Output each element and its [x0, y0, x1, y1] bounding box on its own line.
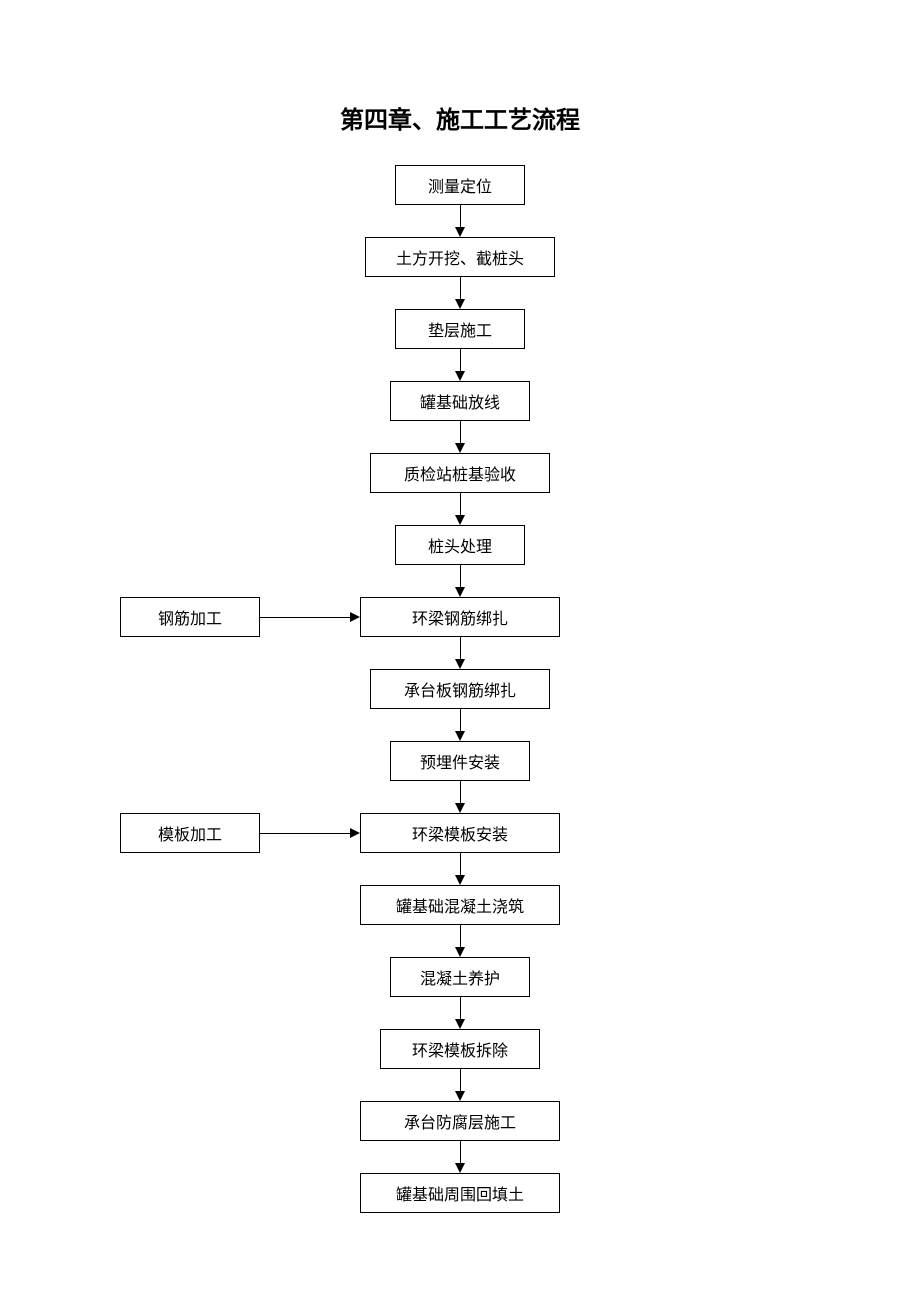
- flow-node-n5: 质检站桩基验收: [370, 453, 550, 493]
- title-text: 第四章、施工工艺流程: [340, 108, 580, 134]
- node-label: 承台板钢筋绑扎: [404, 677, 516, 701]
- arrow-line: [460, 565, 461, 587]
- flow-node-n10: 环梁模板安装: [360, 813, 560, 853]
- flow-node-n8: 承台板钢筋绑扎: [370, 669, 550, 709]
- flow-node-n7: 环梁钢筋绑扎: [360, 597, 560, 637]
- node-label: 罐基础混凝土浇筑: [396, 893, 524, 917]
- arrow-head-icon: [455, 1019, 465, 1029]
- node-label: 垫层施工: [428, 317, 492, 341]
- flow-node-n15: 罐基础周围回填土: [360, 1173, 560, 1213]
- side-node-s1: 钢筋加工: [120, 597, 260, 637]
- flow-node-n4: 罐基础放线: [390, 381, 530, 421]
- node-label: 承台防腐层施工: [404, 1109, 516, 1133]
- node-label: 环梁钢筋绑扎: [412, 605, 508, 629]
- arrow-line: [460, 493, 461, 515]
- node-label: 环梁模板安装: [412, 821, 508, 845]
- page-title: 第四章、施工工艺流程: [0, 100, 920, 135]
- arrow-head-icon: [455, 1091, 465, 1101]
- arrow-head-icon: [350, 828, 360, 838]
- node-label: 钢筋加工: [158, 605, 222, 629]
- arrow-head-icon: [455, 299, 465, 309]
- arrow-head-icon: [455, 515, 465, 525]
- arrow-line: [460, 1141, 461, 1163]
- arrow-line: [460, 925, 461, 947]
- flow-node-n13: 环梁模板拆除: [380, 1029, 540, 1069]
- flow-node-n1: 测量定位: [395, 165, 525, 205]
- node-label: 混凝土养护: [420, 965, 500, 989]
- arrow-head-icon: [455, 1163, 465, 1173]
- node-label: 环梁模板拆除: [412, 1037, 508, 1061]
- arrow-line: [460, 421, 461, 443]
- node-label: 预埋件安装: [420, 749, 500, 773]
- node-label: 模板加工: [158, 821, 222, 845]
- arrow-head-icon: [455, 587, 465, 597]
- flow-node-n9: 预埋件安装: [390, 741, 530, 781]
- node-label: 罐基础周围回填土: [396, 1181, 524, 1205]
- arrow-line: [460, 637, 461, 659]
- arrow-line: [460, 709, 461, 731]
- arrow-line: [260, 833, 350, 834]
- side-node-s2: 模板加工: [120, 813, 260, 853]
- flow-node-n6: 桩头处理: [395, 525, 525, 565]
- arrow-head-icon: [455, 803, 465, 813]
- arrow-line: [460, 277, 461, 299]
- arrow-head-icon: [455, 731, 465, 741]
- node-label: 土方开挖、截桩头: [396, 245, 524, 269]
- arrow-head-icon: [455, 227, 465, 237]
- flow-node-n11: 罐基础混凝土浇筑: [360, 885, 560, 925]
- arrow-head-icon: [455, 371, 465, 381]
- node-label: 桩头处理: [428, 533, 492, 557]
- node-label: 罐基础放线: [420, 389, 500, 413]
- arrow-head-icon: [455, 947, 465, 957]
- node-label: 测量定位: [428, 173, 492, 197]
- arrow-head-icon: [455, 443, 465, 453]
- flow-node-n2: 土方开挖、截桩头: [365, 237, 555, 277]
- arrow-line: [460, 349, 461, 371]
- arrow-line: [460, 853, 461, 875]
- flow-node-n14: 承台防腐层施工: [360, 1101, 560, 1141]
- flow-node-n3: 垫层施工: [395, 309, 525, 349]
- arrow-line: [460, 205, 461, 227]
- arrow-head-icon: [350, 612, 360, 622]
- flow-node-n12: 混凝土养护: [390, 957, 530, 997]
- arrow-line: [460, 1069, 461, 1091]
- arrow-line: [260, 617, 350, 618]
- node-label: 质检站桩基验收: [404, 461, 516, 485]
- arrow-line: [460, 997, 461, 1019]
- arrow-head-icon: [455, 659, 465, 669]
- arrow-head-icon: [455, 875, 465, 885]
- arrow-line: [460, 781, 461, 803]
